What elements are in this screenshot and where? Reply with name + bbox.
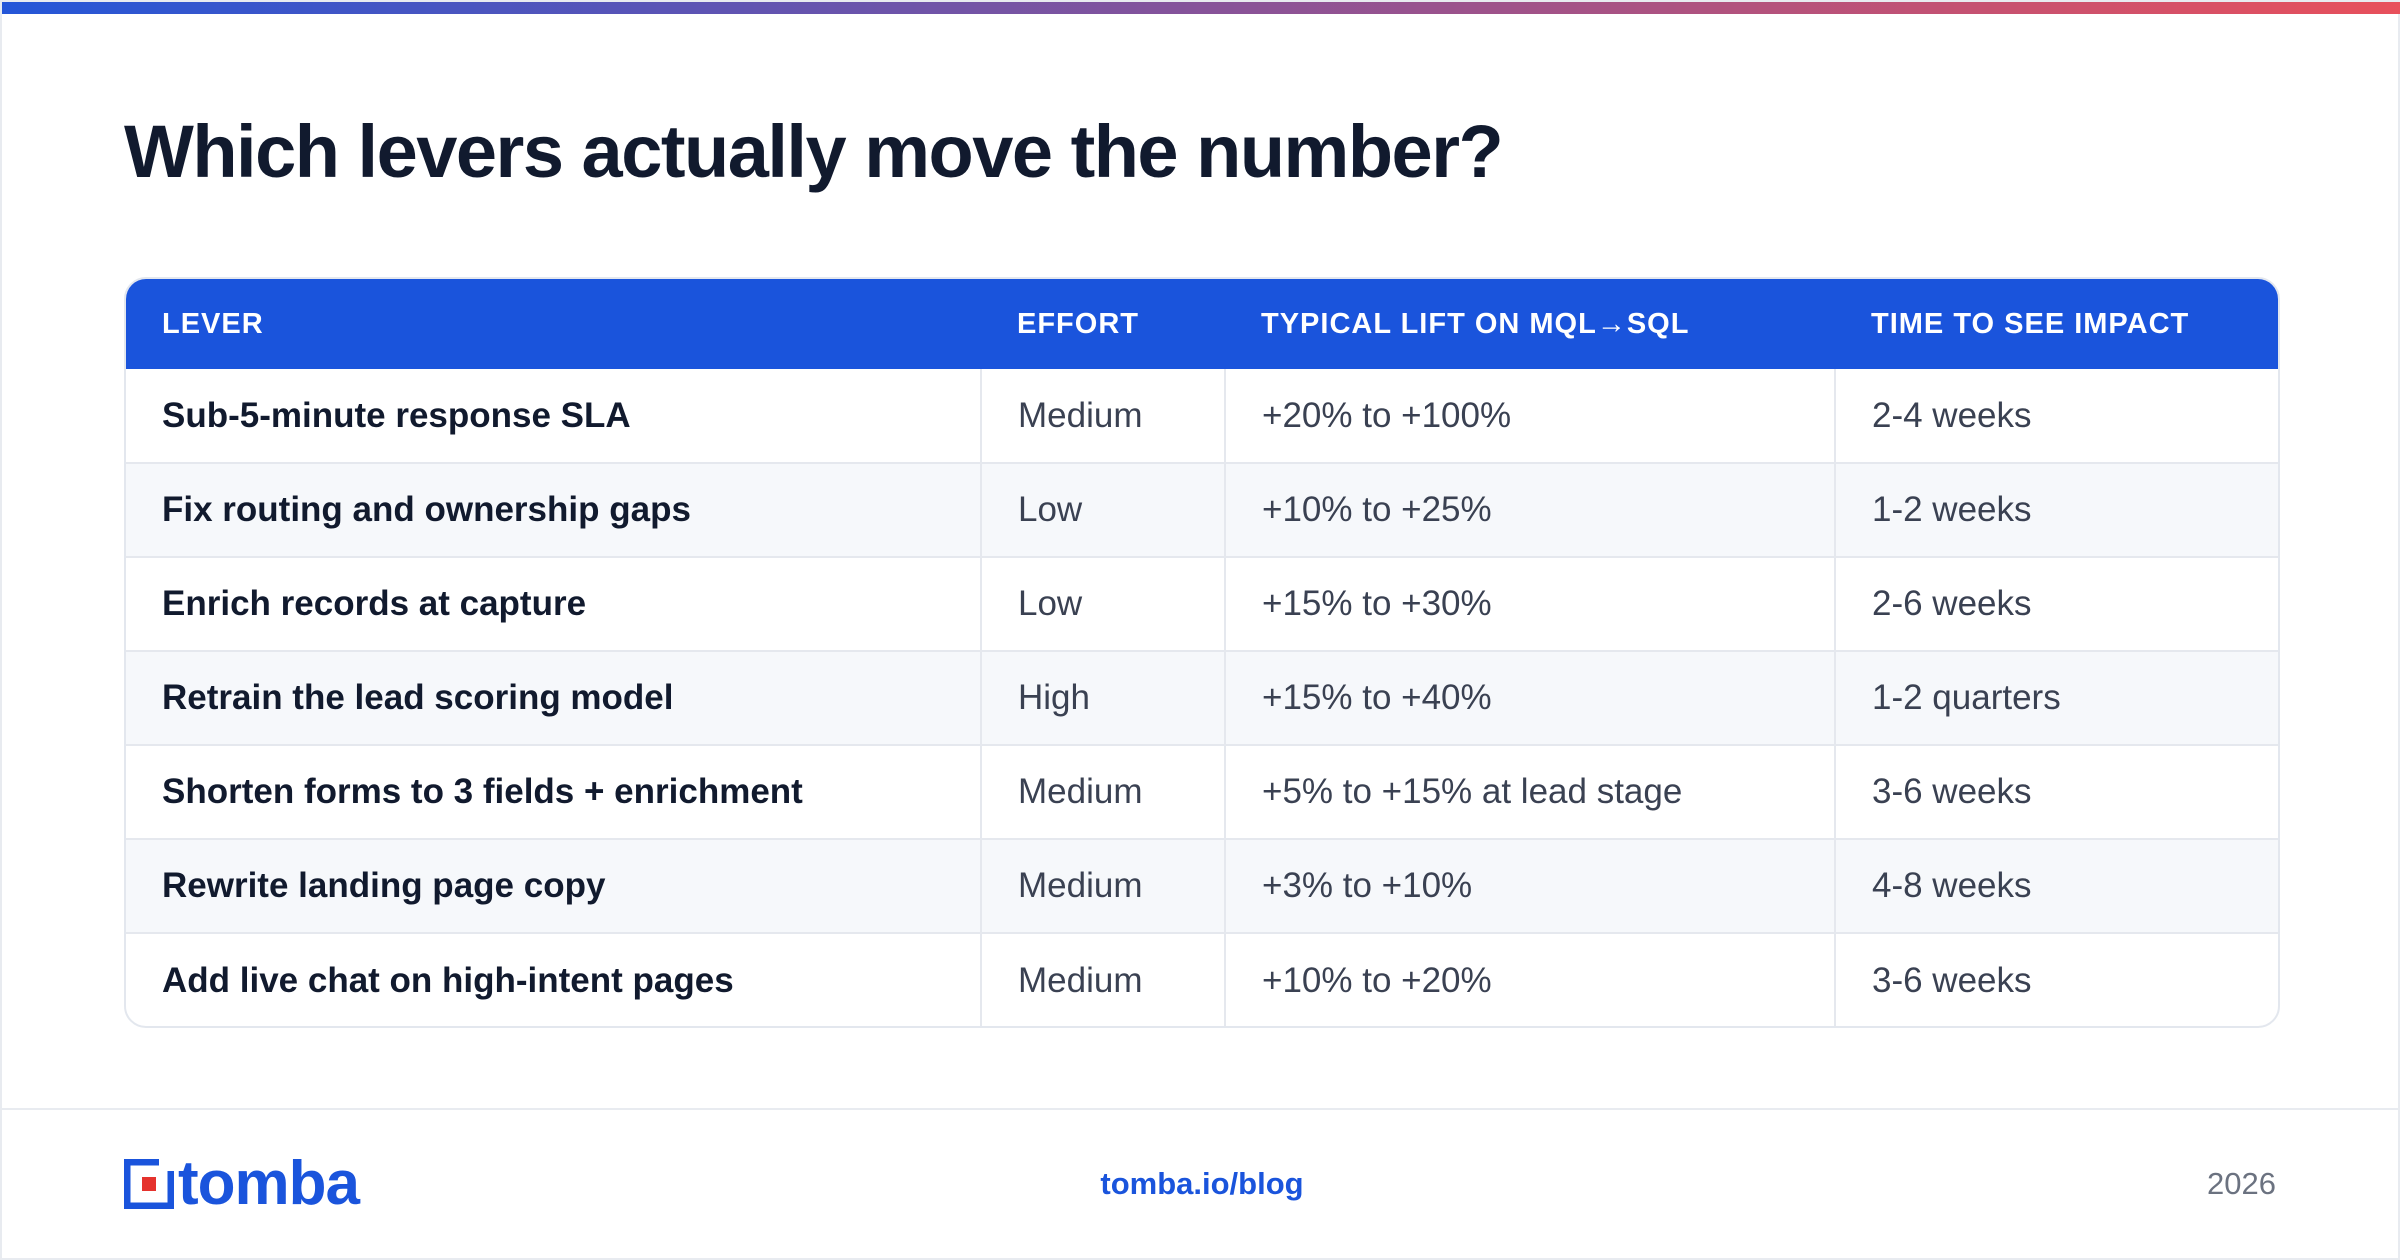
lever-cell: Sub-5-minute response SLA	[162, 395, 631, 435]
time-cell: 2-4 weeks	[1834, 369, 2278, 463]
time-cell: 1-2 quarters	[1834, 650, 2278, 745]
lever-cell: Retrain the lead scoring model	[126, 650, 981, 745]
effort-cell: Medium	[980, 838, 1225, 933]
effort-cell: Medium	[980, 369, 1225, 463]
lift-cell: +20% to +100%	[1224, 369, 1835, 463]
table-row: Retrain the lead scoring model High +15%…	[126, 650, 2278, 745]
table-row: Rewrite landing page copy Medium +3% to …	[126, 838, 2278, 933]
effort-cell: High	[980, 650, 1225, 745]
page-title: Which levers actually move the number?	[124, 110, 1504, 193]
header-lever: LEVER	[162, 307, 264, 340]
footer-year: 2026	[2207, 1166, 2276, 1201]
lift-cell: +15% to +30%	[1224, 556, 1835, 651]
table-row: Shorten forms to 3 fields + enrichment M…	[126, 744, 2278, 839]
effort-cell: Low	[980, 462, 1225, 557]
top-gradient-bar	[2, 2, 2400, 14]
blog-link[interactable]: tomba.io/blog	[1100, 1166, 1304, 1201]
lever-cell: Fix routing and ownership gaps	[126, 462, 981, 557]
effort-cell: Low	[980, 556, 1225, 651]
table-row: Enrich records at capture Low +15% to +3…	[126, 556, 2278, 651]
time-cell: 2-6 weeks	[1834, 556, 2278, 651]
time-cell: 1-2 weeks	[1834, 462, 2278, 557]
logo-wordmark: tomba	[178, 1149, 360, 1218]
lever-cell: Add live chat on high-intent pages	[126, 932, 981, 1026]
time-cell: 3-6 weeks	[1834, 744, 2278, 839]
table-header-row: LEVER EFFORT TYPICAL LIFT ON MQL→SQL TIM…	[126, 279, 2278, 369]
lever-cell: Rewrite landing page copy	[126, 838, 981, 933]
levers-table: LEVER EFFORT TYPICAL LIFT ON MQL→SQL TIM…	[126, 279, 2278, 1026]
header-lift: TYPICAL LIFT ON MQL→SQL	[1261, 307, 1690, 340]
lift-cell: +5% to +15% at lead stage	[1224, 744, 1835, 839]
effort-cell: Medium	[980, 744, 1225, 839]
table-row: Fix routing and ownership gaps Low +10% …	[126, 462, 2278, 557]
table-row: Add live chat on high-intent pages Mediu…	[126, 932, 2278, 1026]
lever-cell: Shorten forms to 3 fields + enrichment	[126, 744, 981, 839]
levers-table-card: LEVER EFFORT TYPICAL LIFT ON MQL→SQL TIM…	[124, 277, 2280, 1028]
tomba-logo[interactable]: tomba	[124, 1149, 360, 1218]
lift-cell: +10% to +20%	[1224, 932, 1835, 1026]
lift-cell: +15% to +40%	[1224, 650, 1835, 745]
time-cell: 4-8 weeks	[1834, 838, 2278, 933]
lift-cell: +3% to +10%	[1224, 838, 1835, 933]
table-row: Sub-5-minute response SLA Medium +20% to…	[126, 369, 2278, 463]
effort-cell: Medium	[980, 932, 1225, 1026]
header-time: TIME TO SEE IMPACT	[1871, 307, 2190, 340]
time-cell: 3-6 weeks	[1834, 932, 2278, 1026]
tomba-logo-icon	[124, 1159, 174, 1209]
lever-cell: Enrich records at capture	[126, 556, 981, 651]
lift-cell: +10% to +25%	[1224, 462, 1835, 557]
header-effort: EFFORT	[1017, 307, 1139, 340]
footer-divider	[2, 1108, 2400, 1110]
